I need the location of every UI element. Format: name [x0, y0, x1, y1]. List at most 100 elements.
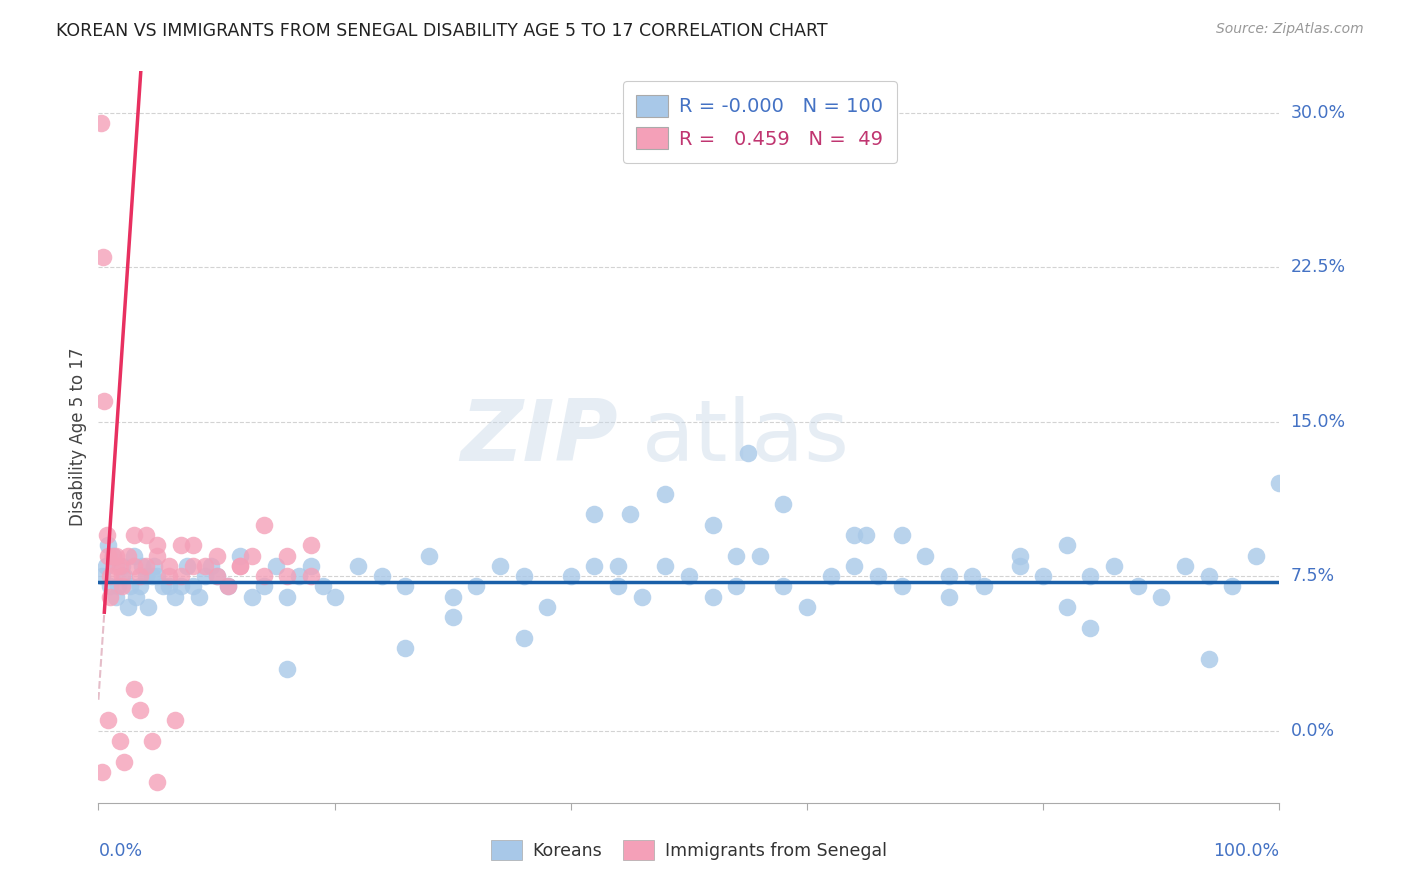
Point: [229, 558, 252, 573]
Point: [288, 569, 311, 583]
Point: [170, 538, 193, 552]
Point: [512, 569, 534, 583]
Text: atlas: atlas: [641, 395, 849, 479]
Point: [107, 579, 129, 593]
Point: [170, 569, 193, 583]
Point: [146, 775, 169, 789]
Point: [619, 508, 641, 522]
Point: [111, 558, 134, 573]
Point: [607, 558, 630, 573]
Point: [128, 569, 150, 583]
Point: [135, 528, 157, 542]
Point: [90, 116, 112, 130]
Legend: Koreans, Immigrants from Senegal: Koreans, Immigrants from Senegal: [484, 833, 894, 867]
Point: [253, 569, 276, 583]
Point: [97, 549, 120, 563]
Point: [98, 579, 121, 593]
Point: [98, 569, 121, 583]
Point: [141, 569, 163, 583]
Point: [1056, 538, 1078, 552]
Point: [97, 538, 120, 552]
Point: [125, 590, 148, 604]
Point: [725, 579, 748, 593]
Point: [678, 569, 700, 583]
Point: [536, 600, 558, 615]
Point: [105, 549, 128, 563]
Point: [276, 590, 298, 604]
Point: [122, 682, 145, 697]
Point: [122, 558, 145, 573]
Point: [855, 528, 877, 542]
Point: [146, 538, 169, 552]
Point: [165, 714, 187, 728]
Point: [111, 569, 134, 583]
Point: [1102, 558, 1125, 573]
Point: [820, 569, 842, 583]
Point: [157, 558, 180, 573]
Point: [1080, 621, 1102, 635]
Point: [560, 569, 582, 583]
Point: [418, 549, 440, 563]
Point: [142, 558, 165, 573]
Point: [772, 497, 794, 511]
Point: [394, 641, 416, 656]
Point: [772, 579, 794, 593]
Point: [1080, 569, 1102, 583]
Point: [128, 703, 150, 717]
Point: [607, 579, 630, 593]
Point: [394, 579, 416, 593]
Point: [890, 579, 912, 593]
Point: [93, 394, 115, 409]
Point: [1056, 600, 1078, 615]
Point: [276, 569, 298, 583]
Point: [217, 579, 239, 593]
Point: [101, 549, 124, 563]
Point: [217, 579, 239, 593]
Point: [1174, 558, 1197, 573]
Point: [229, 549, 252, 563]
Point: [938, 590, 960, 604]
Point: [253, 517, 276, 532]
Point: [441, 610, 464, 624]
Point: [1150, 590, 1173, 604]
Point: [200, 558, 222, 573]
Point: [128, 579, 150, 593]
Point: [136, 600, 159, 615]
Point: [938, 569, 960, 583]
Point: [240, 549, 263, 563]
Text: 0.0%: 0.0%: [98, 842, 142, 860]
Point: [170, 579, 193, 593]
Point: [181, 579, 204, 593]
Point: [108, 558, 131, 573]
Point: [181, 558, 204, 573]
Point: [1008, 549, 1031, 563]
Point: [844, 558, 866, 573]
Point: [146, 549, 169, 563]
Point: [962, 569, 984, 583]
Point: [654, 558, 676, 573]
Point: [796, 600, 818, 615]
Point: [299, 538, 322, 552]
Point: [205, 549, 228, 563]
Point: [702, 517, 724, 532]
Point: [583, 508, 606, 522]
Text: 7.5%: 7.5%: [1291, 567, 1334, 585]
Point: [141, 734, 163, 748]
Point: [135, 558, 157, 573]
Y-axis label: Disability Age 5 to 17: Disability Age 5 to 17: [69, 348, 87, 526]
Point: [702, 590, 724, 604]
Point: [117, 600, 139, 615]
Point: [98, 590, 121, 604]
Point: [973, 579, 995, 593]
Point: [205, 569, 228, 583]
Point: [105, 558, 128, 573]
Text: ZIP: ZIP: [460, 395, 619, 479]
Point: [112, 569, 135, 583]
Point: [583, 558, 606, 573]
Point: [654, 487, 676, 501]
Point: [347, 558, 370, 573]
Point: [112, 755, 135, 769]
Point: [91, 764, 114, 779]
Point: [1198, 651, 1220, 665]
Point: [157, 569, 180, 583]
